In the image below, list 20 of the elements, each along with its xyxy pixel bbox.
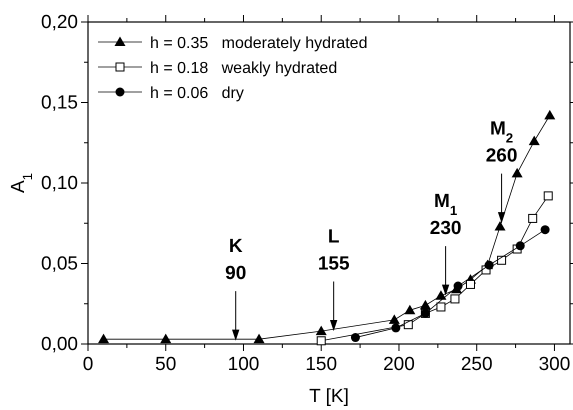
x-tick-label: 100 bbox=[228, 354, 260, 375]
legend-label: h = 0.18 weakly hydrated bbox=[150, 60, 338, 77]
x-axis-title: T [K] bbox=[309, 386, 349, 407]
annotation: M$_{1}$ 230 bbox=[430, 191, 462, 240]
x-tick-label: 200 bbox=[383, 354, 415, 375]
x-tick-label: 300 bbox=[538, 354, 570, 375]
x-tick-label: 50 bbox=[155, 354, 176, 375]
y-tick-label: 0,10 bbox=[41, 173, 78, 194]
y-tick-label: 0,05 bbox=[41, 254, 78, 274]
y-tick-label: 0,00 bbox=[41, 334, 78, 355]
x-tick-label: 150 bbox=[305, 354, 338, 375]
annotation: K 90 bbox=[225, 236, 246, 284]
annotation: M$_{2}$ 260 bbox=[486, 118, 518, 167]
y-tick-label: 0,20 bbox=[41, 12, 78, 33]
x-tick-label: 0 bbox=[82, 354, 94, 375]
legend-label: h = 0.35 moderately hydrated bbox=[150, 35, 368, 52]
annotation: L 155 bbox=[318, 226, 350, 275]
x-tick-label: 250 bbox=[460, 354, 493, 375]
legend-label: h = 0.06 dry bbox=[150, 85, 244, 102]
y-tick-label: 0,15 bbox=[41, 92, 78, 114]
